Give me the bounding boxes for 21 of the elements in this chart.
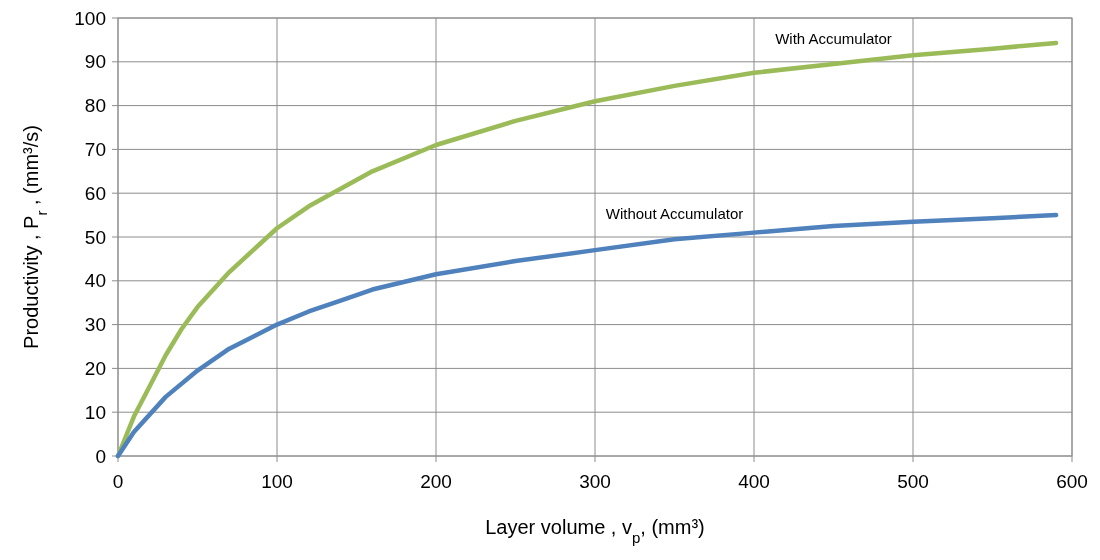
x-axis-title: Layer volume , v$_{p}$, (mm³) xyxy=(485,516,705,546)
y-tick-label: 10 xyxy=(84,401,106,423)
y-tick-label: 100 xyxy=(74,7,106,29)
x-tick-label: 100 xyxy=(261,471,293,492)
series-label: Without Accumulator xyxy=(605,205,744,223)
x-tick-label: 0 xyxy=(112,471,124,492)
series-label: With Accumulator xyxy=(775,29,892,47)
y-tick-label: 30 xyxy=(84,314,106,336)
y-tick-label: 70 xyxy=(84,139,106,161)
y-tick-label: 20 xyxy=(84,358,106,380)
y-tick-label: 60 xyxy=(84,182,106,204)
x-tick-label: 300 xyxy=(579,471,611,492)
x-tick-label: 400 xyxy=(738,471,770,492)
y-tick-label: 90 xyxy=(84,51,106,73)
y-tick-label: 0 xyxy=(95,445,106,467)
y-tick-label: 80 xyxy=(84,95,106,117)
y-tick-label: 50 xyxy=(84,226,106,248)
x-tick-label: 500 xyxy=(897,471,929,492)
x-tick-label: 600 xyxy=(1056,471,1088,492)
x-tick-label: 200 xyxy=(420,471,452,492)
y-tick-label: 40 xyxy=(84,270,106,292)
